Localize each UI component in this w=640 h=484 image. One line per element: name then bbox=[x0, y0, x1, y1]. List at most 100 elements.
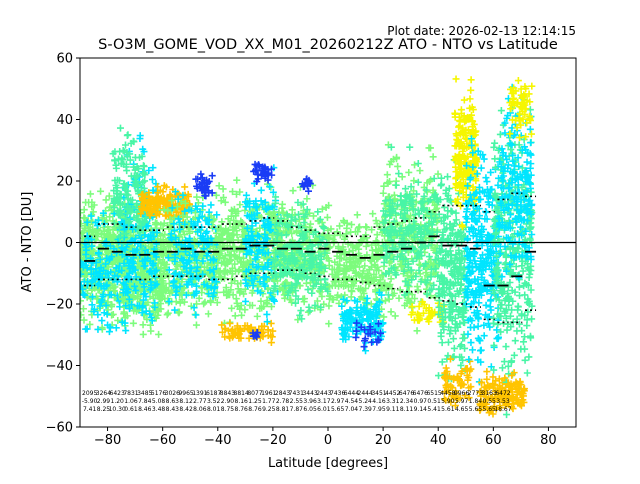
scatter-point bbox=[109, 231, 117, 239]
scatter-point bbox=[80, 311, 85, 319]
scatter-point bbox=[116, 124, 124, 132]
scatter-point bbox=[110, 219, 118, 227]
scatter-point bbox=[97, 282, 105, 290]
scatter-point bbox=[86, 190, 94, 198]
scatter-point bbox=[80, 260, 86, 268]
scatter-point bbox=[80, 230, 86, 238]
scatter-point bbox=[120, 286, 128, 294]
scatter-point bbox=[139, 145, 147, 153]
scatter-point bbox=[110, 187, 118, 195]
scatter-point bbox=[116, 195, 124, 203]
scatter-point bbox=[97, 187, 105, 195]
scatter-point bbox=[147, 313, 155, 321]
scatter-point bbox=[80, 220, 85, 228]
scatter-point bbox=[100, 227, 108, 235]
scatter-point bbox=[143, 315, 151, 323]
scatter-point bbox=[139, 178, 147, 186]
scatter-point bbox=[133, 302, 141, 310]
scatter-point bbox=[111, 148, 119, 156]
scatter-point bbox=[103, 232, 111, 240]
scatter-point bbox=[126, 156, 134, 164]
scatter-point bbox=[80, 270, 85, 278]
scatter-point bbox=[99, 224, 107, 232]
scatter-point bbox=[129, 264, 137, 272]
scatter-point bbox=[149, 164, 157, 172]
scatter-point bbox=[129, 225, 137, 233]
scatter-point bbox=[82, 250, 90, 258]
scatter-point bbox=[80, 228, 87, 236]
scatter-point bbox=[122, 327, 130, 335]
scatter-point bbox=[121, 281, 129, 289]
scatter-point bbox=[106, 324, 114, 332]
scatter-point bbox=[80, 316, 88, 324]
scatter-point bbox=[102, 196, 110, 204]
scatter-point bbox=[122, 302, 130, 310]
scatter-point bbox=[118, 218, 126, 226]
scatter-point bbox=[131, 166, 139, 174]
scatter-point bbox=[115, 224, 123, 232]
scatter-point bbox=[148, 175, 156, 183]
scatter-point bbox=[147, 327, 155, 335]
scatter-point bbox=[97, 264, 105, 272]
scatter-point bbox=[94, 311, 102, 319]
scatter-point bbox=[142, 307, 150, 315]
scatter-point bbox=[80, 206, 88, 214]
scatter-point bbox=[123, 182, 131, 190]
scatter-point bbox=[87, 212, 95, 220]
scatter-point bbox=[106, 213, 114, 221]
scatter-point bbox=[138, 218, 146, 226]
scatter-point bbox=[90, 201, 98, 209]
scatter-point bbox=[102, 260, 110, 268]
scatter-point bbox=[96, 269, 104, 277]
scatter-point bbox=[133, 212, 141, 220]
scatter-point bbox=[113, 249, 121, 257]
scatter-point bbox=[88, 278, 96, 286]
point-cluster bbox=[109, 124, 150, 253]
scatter-point bbox=[86, 320, 94, 328]
scatter-point bbox=[135, 165, 143, 173]
scatter-point bbox=[122, 215, 130, 223]
scatter-point bbox=[117, 317, 125, 325]
scatter-point bbox=[102, 238, 110, 246]
scatter-point bbox=[132, 172, 140, 180]
scatter-point bbox=[98, 246, 106, 254]
scatter-point bbox=[80, 214, 88, 222]
scatter-point bbox=[128, 301, 136, 309]
scatter-point bbox=[80, 290, 87, 298]
scatter-point bbox=[111, 271, 119, 279]
scatter-point bbox=[128, 205, 136, 213]
scatter-point bbox=[120, 308, 128, 316]
scatter-point bbox=[116, 233, 124, 241]
scatter-point bbox=[115, 155, 123, 163]
scatter-point bbox=[141, 171, 149, 179]
scatter-point bbox=[131, 282, 139, 290]
scatter-point bbox=[80, 305, 87, 313]
scatter-point bbox=[112, 164, 120, 172]
scatter-point bbox=[152, 240, 160, 248]
scatter-point bbox=[97, 298, 105, 306]
scatter-point bbox=[142, 214, 150, 222]
scatter-point bbox=[146, 286, 154, 294]
scatter-point bbox=[118, 267, 126, 275]
scatter-point bbox=[88, 301, 96, 309]
scatter-point bbox=[157, 300, 165, 308]
scatter-point bbox=[140, 290, 148, 298]
scatter-point bbox=[149, 186, 157, 194]
scatter-point bbox=[145, 166, 153, 174]
scatter-point bbox=[154, 307, 162, 315]
scatter-point bbox=[82, 240, 90, 248]
scatter-point bbox=[148, 317, 156, 325]
scatter-point bbox=[99, 293, 107, 301]
scatter-point bbox=[88, 242, 96, 250]
scatter-point bbox=[96, 302, 104, 310]
scatter-point bbox=[80, 278, 88, 286]
scatter-point bbox=[129, 319, 137, 327]
scatter-point bbox=[149, 262, 157, 270]
scatter-point bbox=[139, 162, 147, 170]
scatter-point bbox=[126, 259, 134, 267]
scatter-point bbox=[123, 255, 131, 263]
scatter-point bbox=[126, 150, 134, 158]
scatter-point bbox=[99, 209, 107, 217]
scatter-point bbox=[96, 255, 104, 263]
